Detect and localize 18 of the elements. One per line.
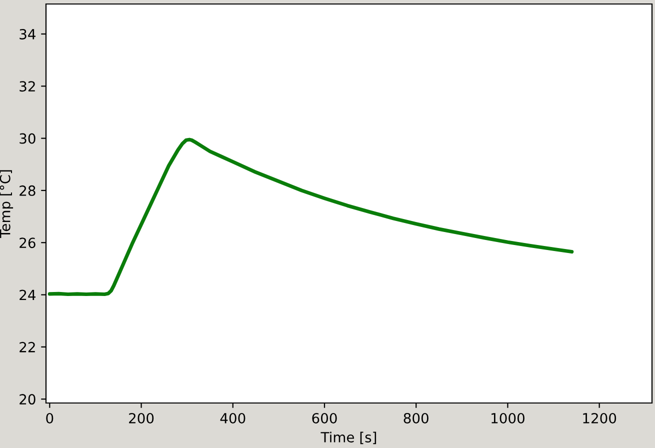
y-tick-label: 32 [20,81,35,92]
x-tick-label: 0 [46,412,54,424]
x-tick-label: 600 [312,412,337,424]
y-tick-label: 20 [20,394,36,405]
y-tick-label: 26 [20,238,36,248]
x-tick-label: 1000 [492,412,524,424]
y-tick-label: 30 [20,133,36,144]
x-tick-label: 1200 [583,412,616,424]
x-tick-label: 800 [404,412,428,424]
y-tick-label: 22 [20,342,35,352]
x-axis-title: Time [s] [320,432,376,444]
y-axis-title: Temp [°C] [0,170,14,238]
x-tick-label: 400 [220,412,246,424]
y-tick-label: 24 [20,290,36,300]
line-series [48,138,574,296]
y-tick-label: 28 [20,185,36,196]
y-tick-label: 34 [20,28,36,40]
x-tick-label: 200 [129,412,154,424]
